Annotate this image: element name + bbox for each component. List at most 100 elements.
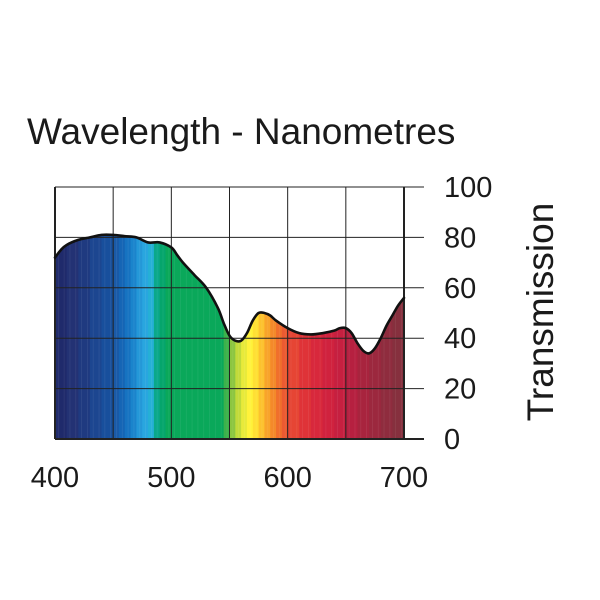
grid <box>54 186 424 440</box>
x-tick-label: 500 <box>147 462 195 494</box>
x-axis-ticks: 400 500 600 700 <box>31 462 428 494</box>
spectrum-stripe <box>313 234 315 439</box>
spectrum-stripe <box>133 234 135 439</box>
spectrum-band <box>276 234 283 439</box>
spectrum-stripe <box>342 234 344 439</box>
spectrum-band <box>334 234 347 439</box>
spectrum-stripe <box>302 234 304 439</box>
spectrum-band <box>246 234 254 439</box>
series-line-group <box>53 233 406 355</box>
y-axis-ticks: 0 20 40 60 80 100 <box>444 172 492 456</box>
spectrum-band <box>252 234 260 439</box>
spectrum-band <box>223 234 231 439</box>
spectrum-stripe <box>75 234 77 439</box>
spectrum-band <box>78 234 91 439</box>
spectrum-stripe <box>383 234 385 439</box>
spectrum-stripe <box>104 234 106 439</box>
spectrum-stripe <box>261 234 263 439</box>
spectrum-stripe <box>290 234 292 439</box>
spectrum-band <box>287 234 300 439</box>
spectrum-band <box>369 234 382 439</box>
spectrum-stripe <box>296 234 298 439</box>
spectrum-band <box>142 234 149 439</box>
spectrum-stripe <box>273 234 274 439</box>
spectrum-band <box>148 234 155 439</box>
spectrum-band <box>124 234 132 439</box>
spectrum-stripe <box>168 234 170 439</box>
spectrum-band <box>113 234 120 439</box>
y-tick-label: 60 <box>444 273 476 305</box>
spectrum-stripe <box>360 234 362 439</box>
y-axis-label: Transmission <box>520 203 561 422</box>
spectrum-stripe <box>185 234 187 439</box>
spectrum-stripe <box>284 234 286 439</box>
spectrum-band <box>130 234 138 439</box>
spectrum-stripe <box>145 234 146 439</box>
spectrum-stripe <box>139 234 141 439</box>
spectrum-stripe <box>57 234 59 439</box>
spectrum-band <box>264 234 271 439</box>
spectrum-stripe <box>209 234 210 439</box>
spectrum-band <box>380 234 393 439</box>
chart-title: Wavelength - Nanometres <box>27 111 455 152</box>
spectrum-stripe <box>325 234 327 439</box>
spectrum-stripe <box>395 234 397 439</box>
spectrum-band <box>392 234 404 439</box>
spectrum-band <box>281 234 289 439</box>
spectrum-stripe <box>354 234 356 439</box>
x-tick-label: 700 <box>380 462 428 494</box>
spectrum-stripe <box>337 234 338 439</box>
spectrum-stripe <box>174 234 176 439</box>
y-tick-label: 100 <box>444 172 492 204</box>
x-tick-label: 400 <box>31 462 79 494</box>
spectrum-stripe <box>278 234 280 439</box>
spectrum-band <box>270 234 277 439</box>
spectrum-stripe <box>267 234 269 439</box>
spectrum-band <box>101 234 114 439</box>
spectrum-stripe <box>401 234 402 439</box>
spectrum-stripe <box>86 234 88 439</box>
spectrum-stripe <box>220 234 222 439</box>
spectrum-stripe <box>214 234 216 439</box>
spectrum-stripe <box>366 234 367 439</box>
spectrum-stripe <box>203 234 205 439</box>
spectrum-stripe <box>331 234 333 439</box>
spectrum-band <box>153 234 161 439</box>
spectrum-stripe <box>319 234 321 439</box>
x-tick-label: 600 <box>263 462 311 494</box>
spectrum-stripe <box>372 234 373 439</box>
series-line-transmission <box>53 233 406 355</box>
spectrum-stripe <box>191 234 193 439</box>
spectrum-stripe <box>377 234 379 439</box>
spectrum-stripe <box>98 234 100 439</box>
spectrum-band <box>310 234 324 439</box>
y-tick-label: 40 <box>444 323 476 355</box>
spectrum-stripe <box>110 234 112 439</box>
spectrum-stripe <box>255 234 257 439</box>
spectrum-stripe <box>238 234 240 439</box>
spectrum-stripe <box>226 234 228 439</box>
y-tick-label: 0 <box>444 424 460 456</box>
spectrum-stripe <box>197 234 199 439</box>
spectrum-stripe <box>162 234 164 439</box>
spectrum-stripe <box>121 234 123 439</box>
spectrum-band <box>357 234 370 439</box>
spectrum-stripe <box>308 234 309 439</box>
spectrum-stripe <box>81 234 82 439</box>
y-tick-label: 20 <box>444 374 476 406</box>
spectrum-band <box>159 234 167 439</box>
spectrum-band <box>118 234 126 439</box>
spectrum-stripe <box>232 234 234 439</box>
spectrum-band <box>299 234 312 439</box>
spectrum-band <box>89 234 103 439</box>
spectrum-stripe <box>249 234 251 439</box>
spectrum-stripe <box>92 234 94 439</box>
spectrum-band <box>136 234 143 439</box>
spectrum-stripe <box>69 234 71 439</box>
spectrum-stripe <box>150 234 152 439</box>
spectrum-band <box>55 234 68 439</box>
spectrum-stripe <box>348 234 350 439</box>
spectrum-stripe <box>127 234 129 439</box>
spectrum-stripe <box>180 234 181 439</box>
